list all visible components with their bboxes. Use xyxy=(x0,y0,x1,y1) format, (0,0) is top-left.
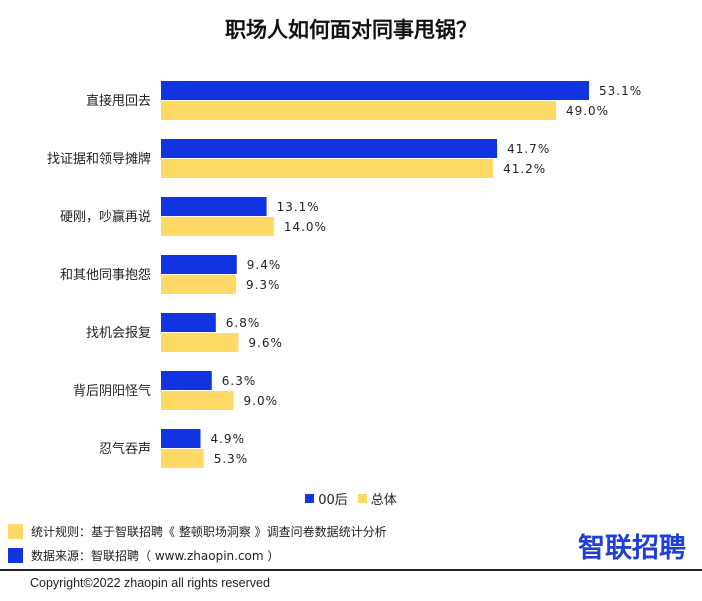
legend-swatch-00 xyxy=(305,494,315,503)
category-label: 硬刚，吵赢再说 xyxy=(60,209,151,225)
bar-00 xyxy=(161,81,589,100)
bar-00 xyxy=(161,197,267,216)
legend-label-00: 00后 xyxy=(318,493,348,508)
chart-title: 职场人如何面对同事甩锅？ xyxy=(225,18,477,42)
category-label: 找证据和领导摊牌 xyxy=(47,151,151,167)
legend-item-00: 00后 xyxy=(305,489,348,508)
bar-00 xyxy=(161,313,216,332)
bar-all xyxy=(161,101,556,120)
data-label-00: 41.7% xyxy=(507,142,550,156)
data-label-all: 49.0% xyxy=(566,104,609,118)
data-label-all: 9.6% xyxy=(248,336,283,350)
category-label: 直接甩回去 xyxy=(86,93,151,109)
data-label-all: 14.0% xyxy=(284,220,327,234)
bar-all xyxy=(161,217,274,236)
category-label: 找机会报复 xyxy=(86,326,151,341)
bar-all xyxy=(161,333,239,352)
footer-divider xyxy=(0,569,702,571)
data-label-00: 6.8% xyxy=(226,316,260,330)
bar-00 xyxy=(161,371,212,390)
bar-all xyxy=(161,391,234,410)
note-stat-rules: 统计规则：基于智联招聘《 整顿职场洞察 》调查问卷数据统计分析 xyxy=(8,521,387,541)
data-label-all: 9.0% xyxy=(244,394,278,408)
data-label-00: 6.3% xyxy=(222,374,257,388)
legend-label-all: 总体 xyxy=(370,493,397,508)
data-label-00: 9.4% xyxy=(247,258,282,272)
data-label-all: 41.2% xyxy=(503,162,546,176)
bar-all xyxy=(161,159,494,178)
note-data-source-text: 数据来源：智联招聘（ www.zhaopin.com ） xyxy=(31,548,280,563)
data-label-00: 4.9% xyxy=(210,432,245,446)
logo-text: 智联招聘 xyxy=(578,533,686,564)
bar-00 xyxy=(161,429,201,448)
category-label: 忍气吞声 xyxy=(99,441,151,457)
zhaopin-logo: 智联招聘 xyxy=(578,526,686,565)
notes-block: 统计规则：基于智联招聘《 整顿职场洞察 》调查问卷数据统计分析 数据来源：智联招… xyxy=(8,521,387,569)
copyright-text: Copyright©2022 zhaopin all rights reserv… xyxy=(30,576,270,590)
legend-item-all: 总体 xyxy=(357,489,397,508)
note-stat-rules-text: 统计规则：基于智联招聘《 整顿职场洞察 》调查问卷数据统计分析 xyxy=(31,524,387,539)
note-swatch-blue xyxy=(8,547,23,563)
bar-all xyxy=(161,449,204,468)
legend-swatch-all xyxy=(357,494,367,503)
category-label: 和其他同事抱怨 xyxy=(60,267,151,283)
chart-legend: 00后 总体 xyxy=(0,489,702,508)
bar-chart: 直接甩回去 53.1% 49.0% 找证据和领导摊牌 41.7% 41.2% 硬刚，吵赢再说… xyxy=(47,81,642,468)
bar-00 xyxy=(161,255,237,274)
data-label-00: 53.1% xyxy=(599,84,642,98)
data-label-00: 13.1% xyxy=(277,200,320,214)
note-data-source: 数据来源：智联招聘（ www.zhaopin.com ） xyxy=(8,545,387,565)
data-label-all: 5.3% xyxy=(214,452,249,466)
bar-00 xyxy=(161,139,498,158)
category-label: 背后阴阳怪气 xyxy=(73,383,151,399)
bar-all xyxy=(161,275,236,294)
note-swatch-yellow xyxy=(8,523,23,539)
data-label-all: 9.3% xyxy=(246,278,281,292)
